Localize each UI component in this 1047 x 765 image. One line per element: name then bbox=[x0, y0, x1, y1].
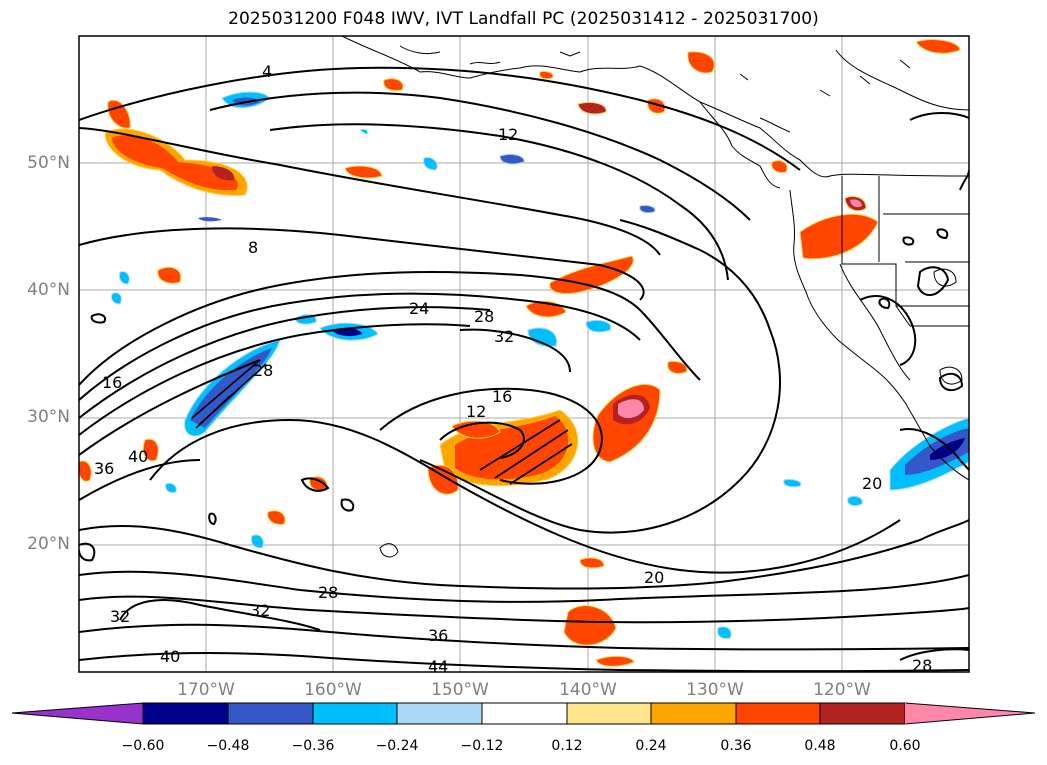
contour-label: 28 bbox=[912, 656, 932, 675]
colorbar-tick-label: −0.36 bbox=[291, 738, 335, 754]
contour-label: 32 bbox=[110, 607, 130, 626]
contour-label: 16 bbox=[102, 373, 122, 392]
lon-label: 150°W bbox=[431, 680, 489, 700]
contour-label: 32 bbox=[494, 327, 514, 346]
lon-label: 130°W bbox=[686, 680, 744, 700]
colorbar-tick-label: 0.24 bbox=[635, 738, 667, 754]
colorbar-tick-label: 0.60 bbox=[889, 738, 921, 754]
colorbar-tick-label: 0.12 bbox=[551, 738, 583, 754]
map-title: 2025031200 F048 IWV, IVT Landfall PC (20… bbox=[228, 9, 819, 29]
map-gridlines bbox=[79, 36, 969, 672]
lat-label: 30°N bbox=[27, 407, 70, 427]
lat-label: 50°N bbox=[27, 153, 70, 173]
contour-label: 28 bbox=[318, 583, 338, 602]
colorbar-bin bbox=[481, 702, 568, 725]
iwv-contours bbox=[79, 66, 969, 672]
lon-label: 120°W bbox=[813, 680, 871, 700]
lat-label: 40°N bbox=[27, 280, 70, 300]
contour-label: 28 bbox=[253, 361, 273, 380]
lon-label: 160°W bbox=[304, 680, 362, 700]
colorbar-bin bbox=[819, 702, 906, 725]
contour-label: 20 bbox=[644, 568, 664, 587]
contour-label: 28 bbox=[474, 307, 494, 326]
contour-label: 20 bbox=[862, 474, 882, 493]
contour-label: 12 bbox=[498, 125, 518, 144]
colorbar-bin bbox=[650, 702, 737, 725]
contour-label: 12 bbox=[466, 402, 486, 421]
colorbar-tick-label: −0.24 bbox=[375, 738, 419, 754]
colorbar-tick-label: 0.48 bbox=[804, 738, 836, 754]
colorbar-tick-label: −0.12 bbox=[460, 738, 504, 754]
lon-label: 140°W bbox=[559, 680, 617, 700]
contour-label: 44 bbox=[428, 657, 448, 676]
contour-label: 4 bbox=[262, 62, 272, 81]
colorbar-bin bbox=[735, 702, 821, 725]
colorbar-bin bbox=[227, 702, 314, 725]
colorbar-bin bbox=[142, 702, 229, 725]
colorbar-extend-low bbox=[11, 702, 144, 725]
colorbar bbox=[11, 702, 1036, 725]
lon-label: 170°W bbox=[177, 680, 235, 700]
contour-label: 24 bbox=[409, 299, 429, 318]
coastlines bbox=[341, 36, 969, 558]
contour-labels: 4 12 8 24 28 32 16 28 16 12 36 40 20 32 … bbox=[94, 62, 932, 676]
contour-label: 16 bbox=[492, 387, 512, 406]
colorbar-extend-high bbox=[904, 702, 1036, 725]
contour-label: 36 bbox=[428, 626, 448, 645]
positive-anomaly-patches bbox=[79, 39, 961, 667]
contour-label: 36 bbox=[94, 459, 114, 478]
colorbar-bin bbox=[396, 702, 483, 725]
contour-label: 8 bbox=[248, 238, 258, 257]
map-frame bbox=[78, 35, 970, 673]
small-contour-islands bbox=[90, 228, 964, 526]
map-plot-area bbox=[79, 36, 969, 672]
contour-label: 40 bbox=[160, 647, 180, 666]
negative-anomaly-patches bbox=[111, 91, 969, 639]
colorbar-tick-label: 0.36 bbox=[720, 738, 752, 754]
colorbar-tick-label: −0.48 bbox=[206, 738, 250, 754]
colorbar-bin bbox=[566, 702, 652, 725]
contour-label: 32 bbox=[250, 601, 270, 620]
contour-label: 40 bbox=[128, 447, 148, 466]
colorbar-bin bbox=[312, 702, 398, 725]
lat-label: 20°N bbox=[27, 534, 70, 554]
colorbar-tick-label: −0.60 bbox=[121, 738, 165, 754]
